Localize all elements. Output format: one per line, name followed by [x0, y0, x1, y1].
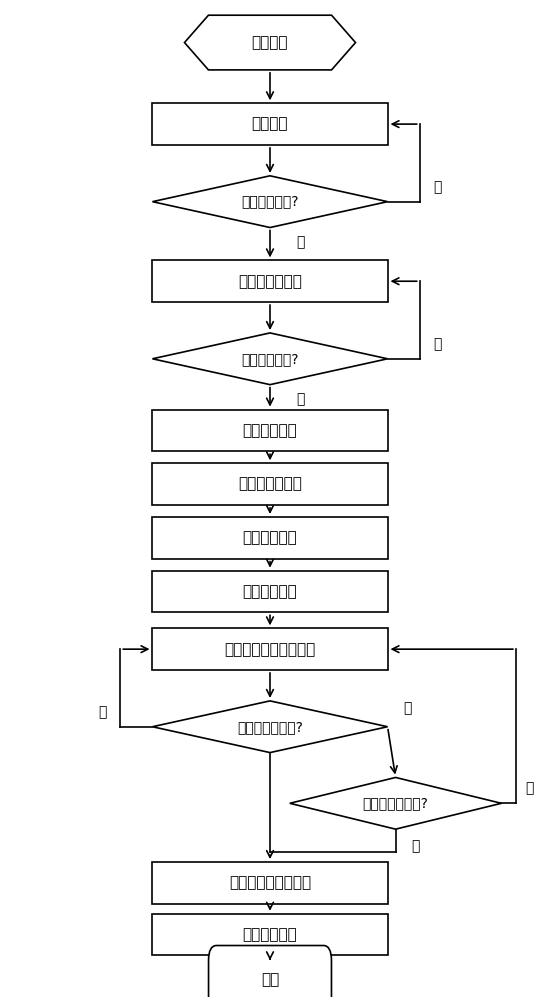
Text: 眼睛角点精定位: 眼睛角点精定位 — [238, 477, 302, 492]
Text: 结束: 结束 — [261, 972, 279, 987]
Bar — [152, 103, 388, 145]
Bar — [152, 463, 388, 505]
Text: 否: 否 — [433, 337, 441, 351]
Text: 否: 否 — [99, 705, 107, 719]
Bar — [152, 571, 388, 612]
Bar — [152, 517, 388, 559]
Text: 眼睛区域校正: 眼睛区域校正 — [242, 530, 298, 545]
Polygon shape — [185, 15, 355, 70]
Bar — [152, 410, 388, 451]
Text: 否: 否 — [525, 781, 534, 795]
FancyBboxPatch shape — [208, 946, 332, 1000]
Polygon shape — [152, 333, 388, 385]
Text: 是: 是 — [296, 235, 305, 249]
Bar — [152, 862, 388, 904]
Text: 是否到达左边界?: 是否到达左边界? — [237, 720, 303, 734]
Text: 是否存在人脸?: 是否存在人脸? — [241, 195, 299, 209]
Text: 是: 是 — [411, 839, 420, 853]
Text: 读取图像: 读取图像 — [252, 35, 288, 50]
Text: 眼睛区域提取: 眼睛区域提取 — [242, 423, 298, 438]
Bar — [152, 628, 388, 670]
Bar — [152, 260, 388, 302]
Polygon shape — [152, 701, 388, 753]
Text: 虹膜区域左右边界搜索: 虹膜区域左右边界搜索 — [225, 642, 315, 657]
Bar — [152, 914, 388, 955]
Text: 是: 是 — [403, 701, 412, 715]
Text: 人脸关键点对齐: 人脸关键点对齐 — [238, 274, 302, 289]
Text: 人脸检测: 人脸检测 — [252, 117, 288, 132]
Text: 是否到达右边界?: 是否到达右边界? — [363, 796, 429, 810]
Polygon shape — [152, 176, 388, 228]
Polygon shape — [290, 777, 502, 829]
Text: 定位结果输出: 定位结果输出 — [242, 927, 298, 942]
Text: 是: 是 — [296, 393, 305, 407]
Text: 虹膜区域中心点定位: 虹膜区域中心点定位 — [229, 875, 311, 890]
Text: 否: 否 — [433, 180, 441, 194]
Text: 眼睛区域提取: 眼睛区域提取 — [242, 584, 298, 599]
Text: 是否对齐人脸?: 是否对齐人脸? — [241, 352, 299, 366]
